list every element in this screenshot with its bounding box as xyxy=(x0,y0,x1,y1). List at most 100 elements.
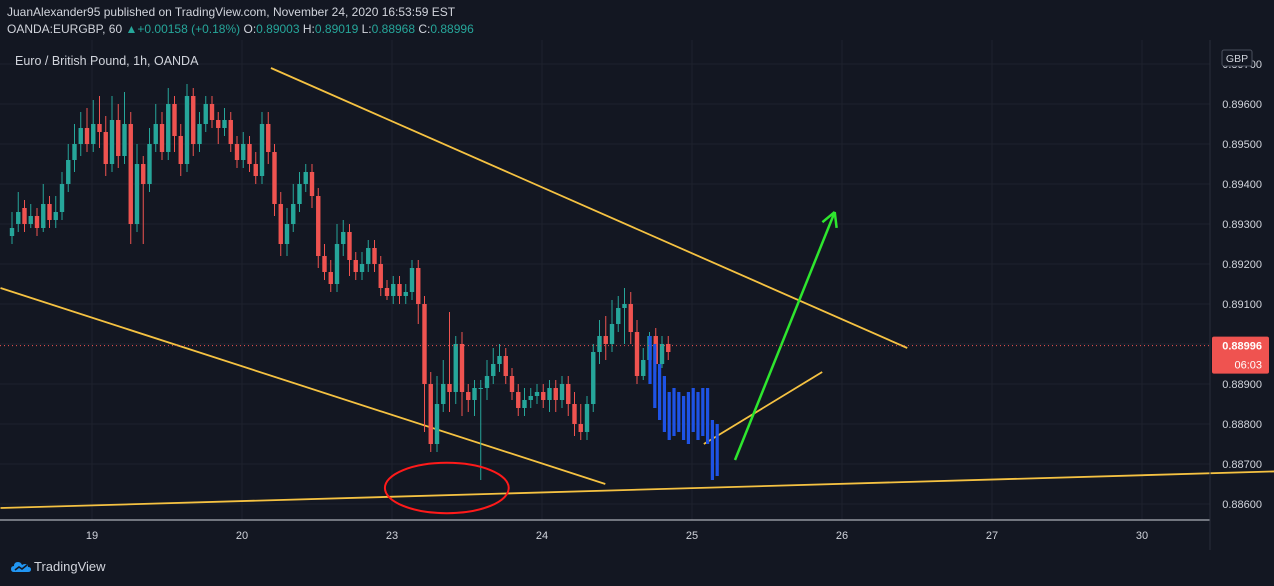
candle-body xyxy=(416,268,421,304)
up-triangle-icon: ▲ xyxy=(125,22,138,36)
open-label: O: xyxy=(243,22,257,36)
candle-body xyxy=(72,144,77,160)
projection-bar xyxy=(696,392,700,440)
candle-body xyxy=(422,304,427,384)
projection-bar xyxy=(662,376,666,432)
candle-body xyxy=(97,124,102,132)
last-price-box xyxy=(1212,336,1269,374)
candle-body xyxy=(459,344,465,392)
last-price-label: 0.88996 xyxy=(1222,341,1262,353)
candle-body xyxy=(178,136,183,164)
candles xyxy=(9,84,671,480)
candle-body xyxy=(266,124,271,152)
candle-body xyxy=(166,104,171,152)
x-tick-label: 26 xyxy=(836,530,848,542)
candle-body xyxy=(322,256,327,272)
candle-body xyxy=(441,384,446,404)
close-value: 0.88996 xyxy=(430,22,474,36)
candle-body xyxy=(222,120,227,128)
tradingview-brand[interactable]: TradingView xyxy=(34,559,106,574)
currency-label: GBP xyxy=(1226,53,1248,65)
candle-body xyxy=(497,356,502,364)
price-change: +0.00158 (+0.18%) xyxy=(137,22,241,36)
candle-body xyxy=(434,404,440,444)
high-value: 0.89019 xyxy=(314,22,359,36)
candle-body xyxy=(359,264,365,272)
candle-body xyxy=(272,152,277,204)
candle-body xyxy=(141,164,146,184)
candle-body xyxy=(297,184,302,204)
candle-body xyxy=(409,268,415,292)
candle-body xyxy=(403,292,408,296)
tradingview-logo-icon[interactable] xyxy=(10,559,32,575)
candle-body xyxy=(509,376,515,392)
candle-body xyxy=(109,120,115,164)
candle-body xyxy=(466,392,471,400)
projection-bar xyxy=(667,392,671,440)
candle-body xyxy=(397,284,402,296)
projection-bar xyxy=(648,336,652,384)
y-tick-label: 0.89600 xyxy=(1222,99,1262,111)
candle-body xyxy=(609,324,615,344)
candle-body xyxy=(334,244,340,284)
candle-body xyxy=(547,388,552,400)
low-value: 0.88968 xyxy=(371,22,416,36)
candle-body xyxy=(253,164,258,176)
candle-body xyxy=(541,392,546,400)
projection-bar xyxy=(653,344,657,408)
candle-body xyxy=(384,288,390,296)
annotations-front xyxy=(383,211,838,515)
candle-body xyxy=(584,404,590,432)
candle-body xyxy=(172,104,177,136)
candle-body xyxy=(91,124,96,144)
currency-badge[interactable]: GBP xyxy=(1221,49,1253,67)
x-tick-label: 25 xyxy=(686,530,698,542)
arrow-head-right xyxy=(821,211,836,224)
candle-body xyxy=(559,384,565,400)
candle-body xyxy=(634,332,640,376)
candle-body xyxy=(641,360,646,376)
symbol-label: OANDA:EURGBP, 60 xyxy=(7,22,123,36)
candle-body xyxy=(328,272,333,284)
candle-body xyxy=(234,144,240,160)
y-tick-label: 0.89300 xyxy=(1222,219,1262,231)
candle-body xyxy=(9,228,15,236)
chart-header: JuanAlexander95 published on TradingView… xyxy=(0,0,1274,40)
candle-body xyxy=(284,224,290,244)
projection-bar xyxy=(715,424,719,476)
candle-body xyxy=(147,144,152,184)
price-chart[interactable]: 0.886000.887000.888000.889000.890000.891… xyxy=(0,40,1274,550)
last-price-marker: 0.88996 06:03 xyxy=(0,336,1269,374)
candle-body xyxy=(522,400,527,408)
grid-lines xyxy=(0,40,1210,520)
candle-body xyxy=(153,124,158,144)
candle-body xyxy=(278,204,283,244)
candle-body xyxy=(353,260,358,272)
trendline xyxy=(0,287,606,485)
trendline xyxy=(703,371,823,445)
countdown-label: 06:03 xyxy=(1234,360,1262,372)
projection-bar xyxy=(658,364,662,420)
candle-body xyxy=(316,196,321,256)
candle-body xyxy=(116,120,121,156)
candle-body xyxy=(128,124,133,224)
annotations-back xyxy=(0,67,1274,509)
x-tick-label: 19 xyxy=(86,530,98,542)
projection-bar xyxy=(682,396,686,440)
candle-body xyxy=(472,388,477,400)
candle-body xyxy=(134,164,140,224)
projection-bar xyxy=(710,420,714,480)
y-tick-label: 0.88600 xyxy=(1222,499,1262,511)
candle-body xyxy=(291,204,296,224)
x-tick-label: 24 xyxy=(536,530,548,542)
y-tick-label: 0.88700 xyxy=(1222,459,1262,471)
candle-body xyxy=(247,144,252,164)
candle-body xyxy=(103,132,108,164)
author-name[interactable]: JuanAlexander95 xyxy=(7,5,101,19)
close-label: C: xyxy=(418,22,431,36)
x-tick-label: 30 xyxy=(1136,530,1148,542)
y-tick-label: 0.89200 xyxy=(1222,259,1262,271)
candle-body xyxy=(303,172,308,184)
footer: TradingView xyxy=(0,550,1274,586)
candle-body xyxy=(572,404,577,424)
